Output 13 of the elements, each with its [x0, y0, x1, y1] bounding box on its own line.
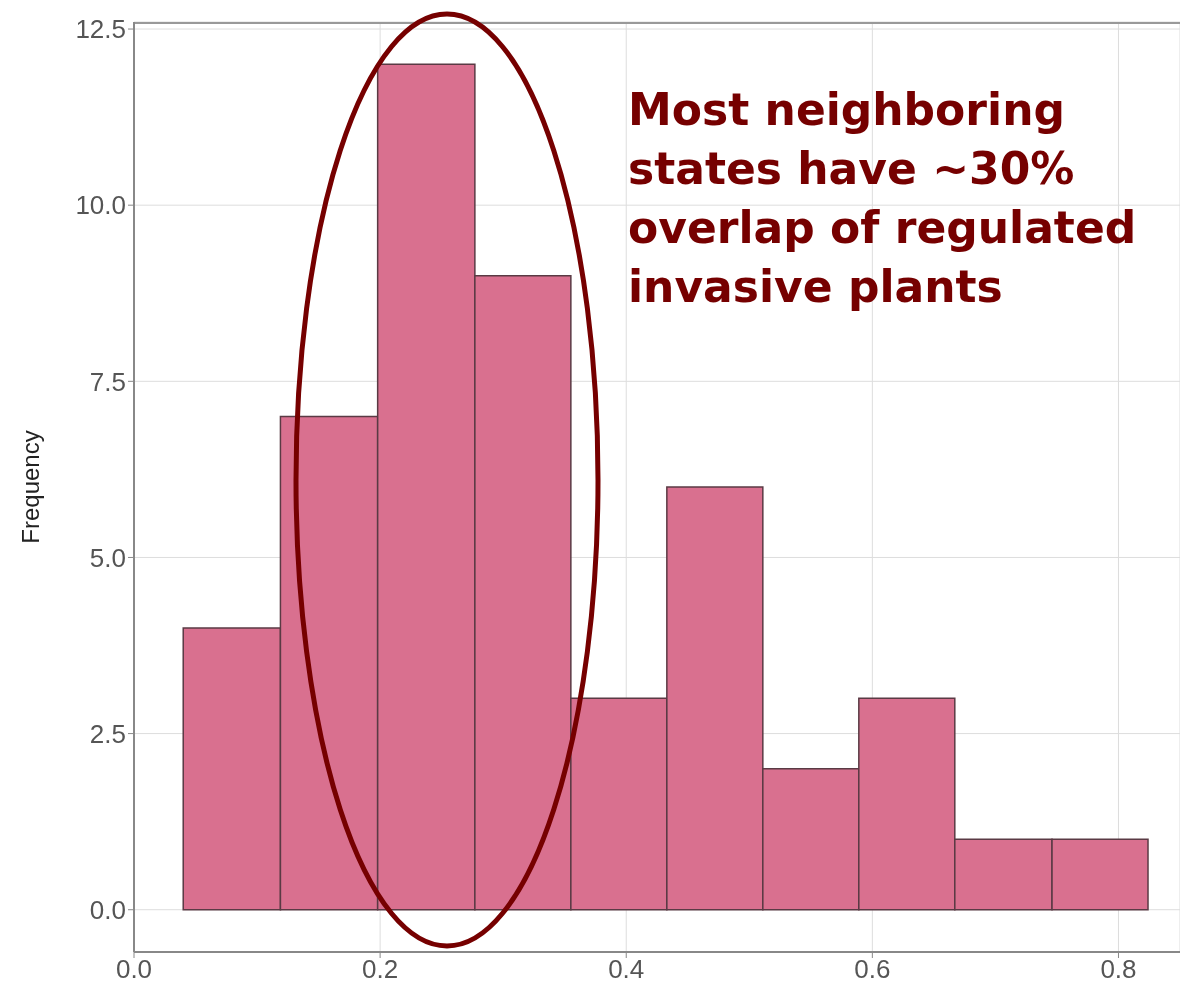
y-tick-label: 5.0 [89, 542, 126, 573]
y-tick-label: 0.0 [89, 894, 126, 925]
x-tick-label: 0.8 [1100, 954, 1137, 985]
x-tick-label: 0.0 [115, 954, 153, 985]
annotation: Most neighboring states have ~30% overlap of regulated invasive plants [628, 83, 1138, 314]
y-tick-label: 2.5 [89, 718, 126, 749]
y-tick-label: 7.5 [89, 366, 126, 397]
x-tick-label: 0.4 [608, 954, 645, 985]
y-tick-label: 12.5 [75, 14, 126, 45]
y-tick-label: 10.0 [75, 190, 126, 221]
x-tick-label: 0.2 [362, 954, 399, 985]
x-tick-label: 0.6 [854, 954, 891, 985]
y-axis-title: Frequency [16, 430, 44, 544]
